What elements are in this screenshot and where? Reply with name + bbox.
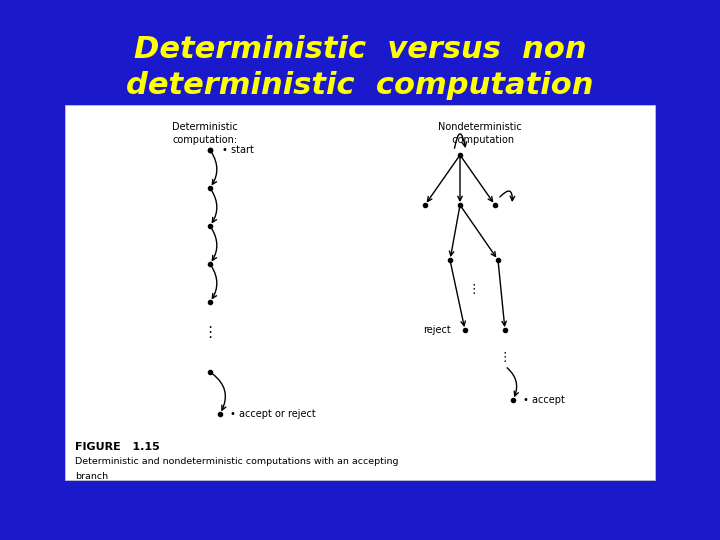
- Text: • accept or reject: • accept or reject: [230, 409, 316, 419]
- Text: Nondeterministic
  computation: Nondeterministic computation: [438, 122, 522, 145]
- Text: Deterministic  versus  non: Deterministic versus non: [134, 36, 586, 64]
- Text: FIGURE   1.15: FIGURE 1.15: [75, 442, 160, 452]
- Text: branch: branch: [75, 472, 108, 481]
- Text: ⋮: ⋮: [468, 284, 480, 296]
- Text: ⋮: ⋮: [499, 352, 511, 365]
- Text: • accept: • accept: [523, 395, 565, 405]
- Bar: [65, 105, 655, 480]
- Text: reject: reject: [423, 325, 451, 335]
- Text: Deterministic
computation:: Deterministic computation:: [172, 122, 238, 145]
- Text: deterministic  computation: deterministic computation: [126, 71, 594, 99]
- Text: ⋮: ⋮: [202, 325, 217, 340]
- Text: • start: • start: [222, 145, 254, 155]
- Text: Deterministic and nondeterministic computations with an accepting: Deterministic and nondeterministic compu…: [75, 457, 398, 466]
